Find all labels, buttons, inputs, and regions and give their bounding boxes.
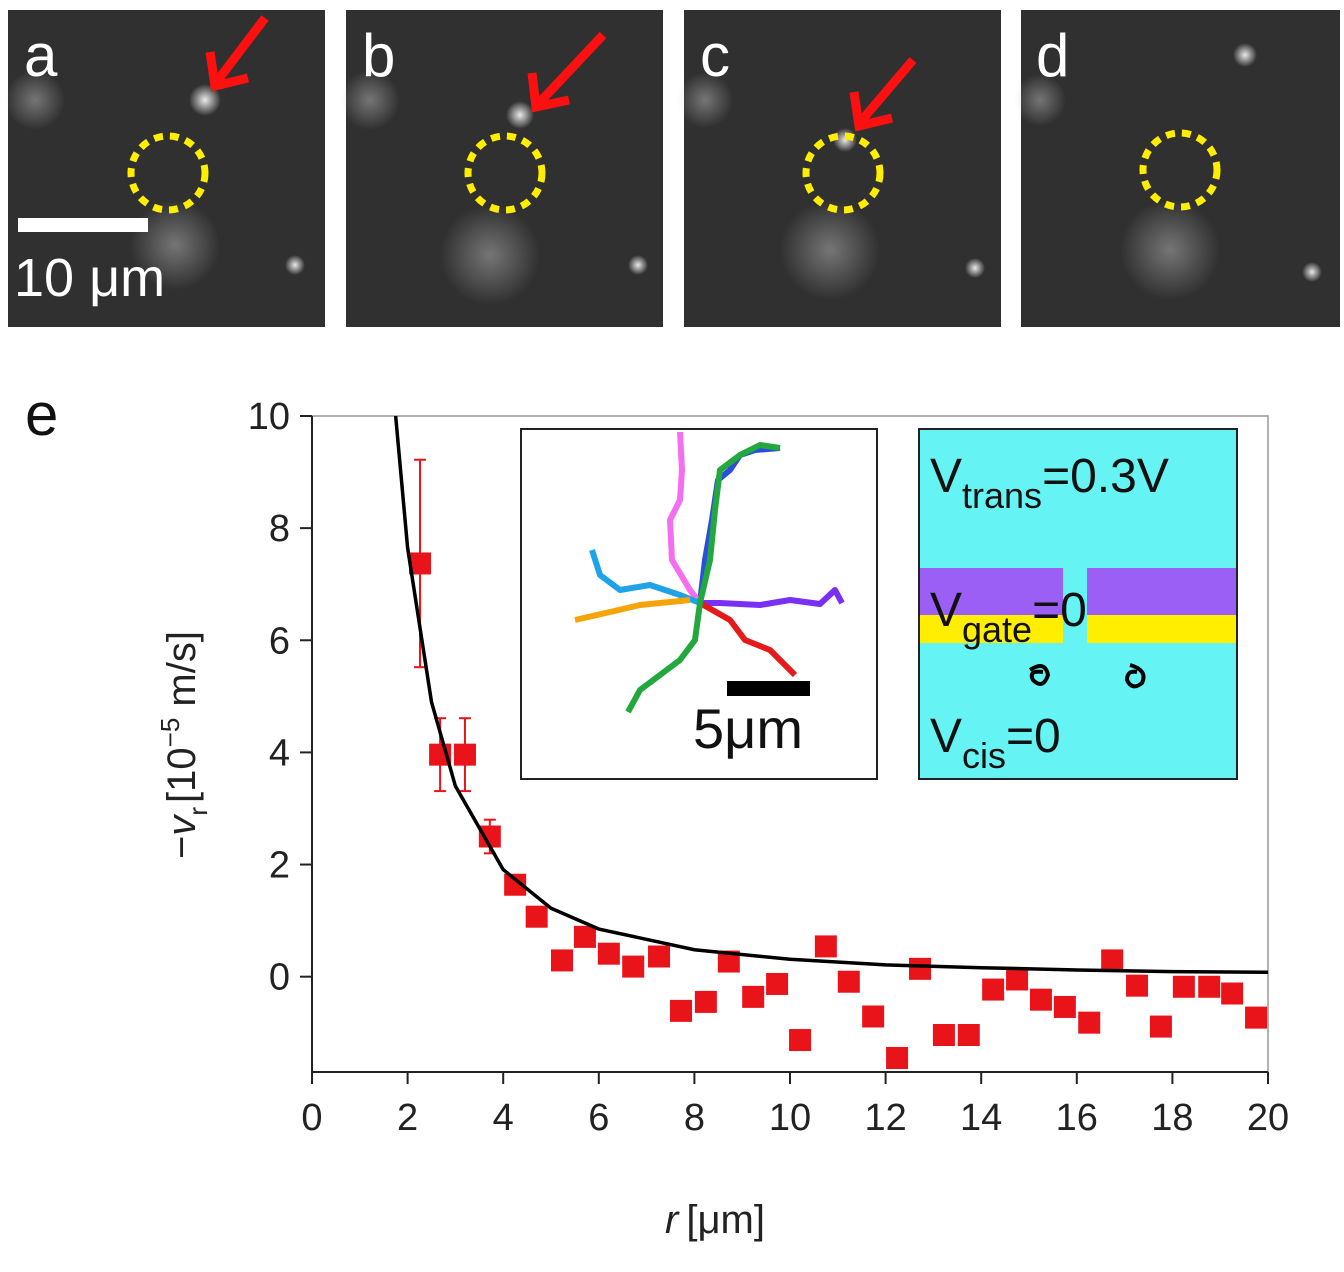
y-label-unit: [10: [160, 747, 204, 803]
v-value: =0.3V: [1042, 450, 1169, 503]
v: V: [930, 584, 962, 637]
data-point: [1053, 995, 1076, 1018]
scale-bar-label: 10 μm: [14, 248, 165, 308]
data-point: [550, 949, 573, 972]
y-label-unit: m/s]: [160, 631, 204, 718]
trajectory-inset: 5μm: [520, 428, 878, 780]
x-tick-label: 20: [1247, 1097, 1289, 1139]
y-tick-label: 0: [269, 957, 290, 999]
y-label-var: v: [160, 814, 204, 836]
v: V: [930, 710, 962, 763]
voltage-label: Vtrans=0.3V: [930, 450, 1169, 516]
micrograph-d: [1014, 10, 1340, 327]
y-label-exp: −5: [155, 718, 185, 748]
panel-label: a: [24, 22, 58, 89]
data-point: [932, 1023, 955, 1046]
data-point: [766, 972, 789, 995]
v-sub: gate: [962, 609, 1032, 650]
x-tick-label: 10: [769, 1097, 811, 1139]
x-tick-label: 14: [960, 1097, 1002, 1139]
y-label-sub: r: [183, 807, 213, 816]
y-tick-label: 2: [269, 845, 290, 887]
data-point: [1221, 982, 1244, 1005]
x-tick-label: 16: [1056, 1097, 1098, 1139]
y-label-sign: −: [160, 836, 204, 859]
data-point: [1006, 968, 1029, 991]
data-point: [886, 1046, 909, 1069]
data-point: [504, 873, 527, 896]
voltage-label: Vgate=0: [930, 584, 1087, 650]
data-point: [409, 552, 432, 575]
fit-curve: [393, 415, 1269, 974]
plot-area: [393, 415, 1269, 1069]
inset-scale-label: 5μm: [693, 697, 803, 760]
micrograph-c: [677, 10, 1001, 327]
data-point: [622, 955, 645, 978]
x-tick-label: 6: [588, 1097, 609, 1139]
x-tick-label: 4: [493, 1097, 514, 1139]
data-point: [453, 743, 476, 766]
data-point: [1126, 974, 1149, 997]
data-point: [525, 905, 548, 928]
data-point: [573, 925, 596, 948]
v-value: =0: [1032, 584, 1087, 637]
data-point: [1029, 988, 1052, 1011]
data-point: [862, 1005, 885, 1028]
v-value: =0: [1006, 710, 1061, 763]
data-point: [1078, 1011, 1101, 1034]
data-point: [670, 999, 693, 1022]
y-tick-label: 6: [269, 620, 290, 662]
data-point: [1198, 975, 1221, 998]
x-label-var: r: [665, 1198, 680, 1242]
v-sub: cis: [962, 735, 1006, 776]
x-tick-label: 2: [397, 1097, 418, 1139]
x-tick-label: 8: [684, 1097, 705, 1139]
x-tick-label: 18: [1151, 1097, 1193, 1139]
data-point: [1149, 1015, 1172, 1038]
y-tick-label: 8: [269, 508, 290, 550]
x-axis-label: r [μm]: [665, 1198, 765, 1242]
data-point: [957, 1023, 980, 1046]
x-label-unit: [μm]: [686, 1198, 765, 1242]
panel-label: b: [362, 22, 395, 89]
data-point: [1245, 1006, 1268, 1029]
data-point: [648, 945, 671, 968]
data-point: [742, 985, 765, 1008]
data-point: [1101, 949, 1124, 972]
data-point: [909, 957, 932, 980]
panel-label: e: [25, 381, 58, 448]
micrograph-a: [5, 10, 325, 327]
data-point: [789, 1029, 812, 1052]
x-tick-label: 12: [864, 1097, 906, 1139]
y-tick-label: 4: [269, 732, 290, 774]
data-point: [717, 950, 740, 973]
data-point: [1172, 975, 1195, 998]
data-point: [597, 942, 620, 965]
data-point: [982, 978, 1005, 1001]
v-sub: trans: [962, 475, 1042, 516]
data-point: [837, 970, 860, 993]
micrograph-b: [340, 10, 663, 327]
panel-label: c: [700, 22, 730, 89]
y-tick-label: 10: [248, 396, 290, 438]
plot: 0 2 4 6 8 10 12 14 16 18 20 0 2 4 6 8 10: [248, 396, 1289, 1139]
data-point: [478, 825, 501, 848]
panel-label: d: [1036, 22, 1069, 89]
y-axis-label: −vr [10−5 m/s]: [155, 631, 213, 859]
x-tick-label: 0: [301, 1097, 322, 1139]
voltage-label: Vcis=0: [930, 710, 1061, 776]
data-point: [694, 990, 717, 1013]
data-point: [814, 935, 837, 958]
schematic-inset: Vtrans=0.3V Vgate=0 Vcis=0: [918, 428, 1238, 780]
v: V: [930, 450, 962, 503]
